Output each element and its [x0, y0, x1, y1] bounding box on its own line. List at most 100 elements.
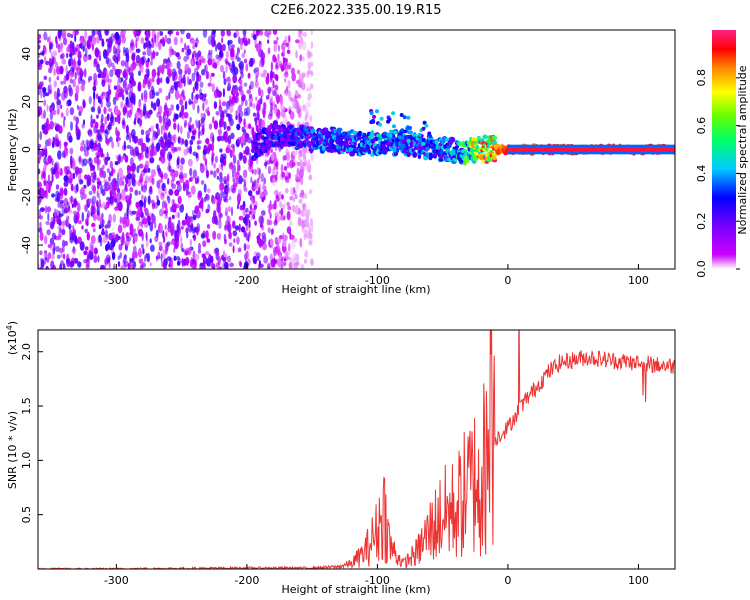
- colorbar-tick-label: 0.6: [695, 117, 708, 135]
- ridge-secondary: [386, 119, 391, 124]
- noise-speckle: [285, 187, 289, 194]
- noise-speckle: [138, 258, 144, 264]
- noise-speckle: [51, 174, 54, 183]
- noise-speckle: [70, 183, 74, 192]
- noise-speckle: [151, 76, 155, 83]
- noise-speckle: [94, 121, 99, 129]
- noise-speckle: [84, 30, 87, 39]
- noise-speckle: [93, 79, 98, 87]
- noise-speckle: [232, 154, 237, 165]
- noise-speckle: [104, 259, 107, 269]
- noise-speckle: [91, 195, 97, 205]
- noise-speckle: [83, 184, 87, 189]
- ridge-mark: [463, 160, 467, 165]
- noise-speckle: [69, 261, 75, 268]
- noise-speckle: [183, 74, 186, 83]
- noise-speckle: [213, 162, 216, 169]
- noise-speckle: [170, 30, 174, 34]
- noise-speckle: [211, 41, 215, 47]
- chart-title: C2E6.2022.335.00.19.R15: [270, 3, 441, 18]
- noise-speckle: [132, 30, 137, 36]
- noise-speckle: [230, 47, 235, 58]
- noise-speckle: [61, 52, 65, 59]
- noise-speckle: [129, 72, 134, 78]
- noise-speckle: [229, 103, 234, 114]
- noise-speckle: [112, 263, 116, 269]
- noise-speckle: [96, 189, 99, 198]
- noise-speckle: [79, 67, 83, 78]
- noise-speckle: [211, 142, 215, 153]
- noise-speckle: [139, 178, 143, 183]
- noise-speckle: [80, 84, 85, 92]
- noise-speckle: [129, 260, 132, 268]
- noise-speckle: [100, 100, 103, 108]
- noise-speckle: [207, 58, 213, 66]
- spectrogram-marks: [38, 30, 675, 269]
- noise-speckle: [164, 214, 169, 219]
- noise-speckle: [299, 54, 303, 62]
- noise-speckle: [184, 100, 188, 110]
- ridge-mark: [463, 156, 467, 163]
- ridge-mark: [453, 157, 458, 162]
- noise-speckle: [272, 80, 275, 89]
- noise-speckle: [55, 61, 59, 69]
- noise-speckle: [301, 227, 307, 234]
- noise-speckle: [294, 173, 300, 180]
- noise-speckle: [242, 169, 248, 179]
- noise-speckle: [94, 146, 100, 152]
- noise-speckle: [91, 118, 95, 124]
- noise-speckle: [254, 67, 260, 72]
- noise-speckle: [55, 184, 60, 190]
- ridge-mark: [412, 151, 418, 158]
- noise-speckle: [194, 253, 200, 261]
- ridge-mark: [308, 143, 312, 149]
- noise-speckle: [307, 163, 312, 174]
- noise-speckle: [135, 54, 141, 64]
- noise-speckle: [192, 214, 197, 221]
- noise-speckle: [57, 47, 63, 53]
- noise-speckle: [228, 196, 232, 201]
- noise-speckle: [258, 186, 261, 196]
- noise-speckle: [133, 120, 136, 125]
- noise-speckle: [232, 145, 236, 154]
- noise-speckle: [207, 203, 211, 212]
- noise-speckle: [133, 173, 136, 179]
- noise-speckle: [269, 212, 272, 220]
- noise-speckle: [75, 91, 79, 102]
- snr-y-scale-label: (x104): [5, 321, 20, 355]
- noise-speckle: [154, 235, 159, 243]
- noise-speckle: [241, 52, 246, 59]
- noise-speckle: [56, 75, 59, 81]
- ridge-mark: [359, 142, 364, 148]
- ridge-secondary: [421, 126, 426, 131]
- noise-speckle: [308, 159, 311, 167]
- noise-speckle: [176, 183, 182, 193]
- noise-speckle: [47, 174, 51, 181]
- noise-speckle: [300, 263, 305, 269]
- noise-speckle: [43, 99, 47, 107]
- noise-speckle: [93, 156, 98, 164]
- noise-speckle: [93, 247, 99, 255]
- noise-speckle: [141, 142, 147, 152]
- noise-speckle: [107, 124, 112, 131]
- noise-speckle: [104, 129, 109, 139]
- noise-speckle: [218, 213, 222, 222]
- ridge-mark: [357, 130, 363, 137]
- noise-speckle: [65, 65, 68, 75]
- noise-speckle: [156, 199, 161, 206]
- noise-speckle: [143, 93, 148, 103]
- x-tick-label: -100: [365, 574, 390, 587]
- noise-speckle: [223, 158, 227, 167]
- noise-speckle: [142, 217, 148, 225]
- noise-speckle: [180, 30, 185, 35]
- noise-speckle: [150, 125, 154, 133]
- noise-speckle: [63, 90, 68, 99]
- noise-speckle: [252, 33, 257, 41]
- noise-speckle: [239, 83, 243, 91]
- noise-speckle: [149, 186, 153, 192]
- noise-speckle: [115, 39, 118, 45]
- noise-speckle: [102, 164, 105, 170]
- noise-speckle: [51, 158, 54, 166]
- noise-speckle: [215, 86, 219, 96]
- noise-speckle: [63, 141, 68, 147]
